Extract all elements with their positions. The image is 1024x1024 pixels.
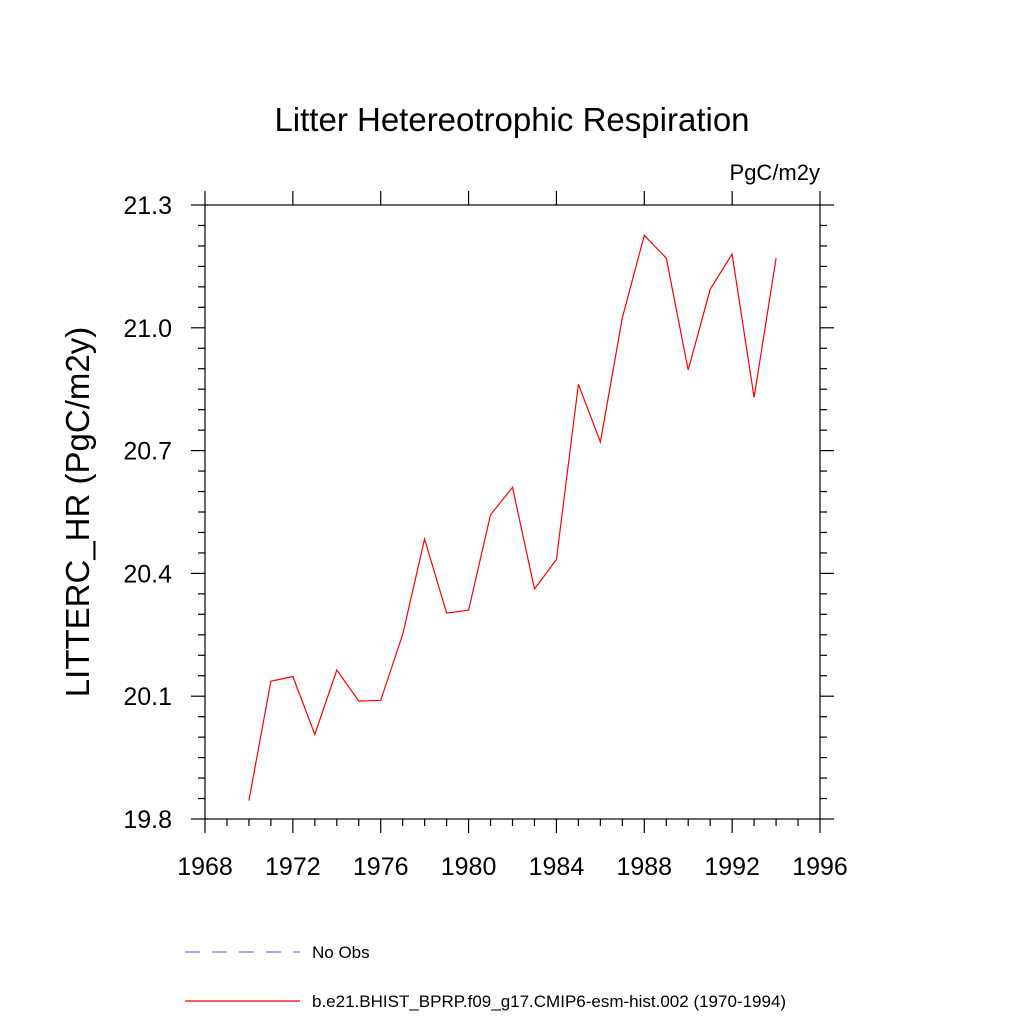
plot-frame [204, 204, 821, 820]
x-tick-label: 1980 [441, 853, 497, 881]
x-tick-label: 1976 [353, 853, 409, 881]
legend-label: b.e21.BHIST_BPRP.f09_g17.CMIP6-esm-hist.… [312, 992, 786, 1011]
series-line [248, 234, 777, 801]
y-axis-label: LITTERC_HR (PgC/m2y) [59, 327, 96, 697]
y-tick-label: 20.4 [123, 560, 172, 588]
x-tick-label: 1992 [704, 853, 760, 881]
y-tick-label: 20.7 [123, 438, 172, 466]
axis-tick-labels: 1968 1972 1976 1980 1984 1988 1992 1996 19.8 20.1… [123, 192, 847, 881]
axis-ticks [191, 191, 834, 833]
y-tick-label: 21.0 [123, 315, 172, 343]
chart-title: Litter Hetereotrophic Respiration [274, 101, 749, 138]
legend-label: No Obs [312, 943, 370, 962]
x-tick-label: 1988 [616, 853, 672, 881]
x-tick-label: 1984 [529, 853, 585, 881]
series-layer [248, 234, 777, 801]
x-tick-label: 1972 [265, 853, 321, 881]
x-tick-label: 1968 [177, 853, 233, 881]
y-tick-label: 19.8 [123, 806, 172, 834]
legend: No Obs b.e21.BHIST_BPRP.f09_g17.CMIP6-esm… [185, 943, 786, 1011]
x-tick-label: 1996 [792, 853, 848, 881]
y-tick-label: 20.1 [123, 683, 172, 711]
y-tick-label: 21.3 [123, 192, 172, 220]
units-label: PgC/m2y [730, 160, 820, 185]
